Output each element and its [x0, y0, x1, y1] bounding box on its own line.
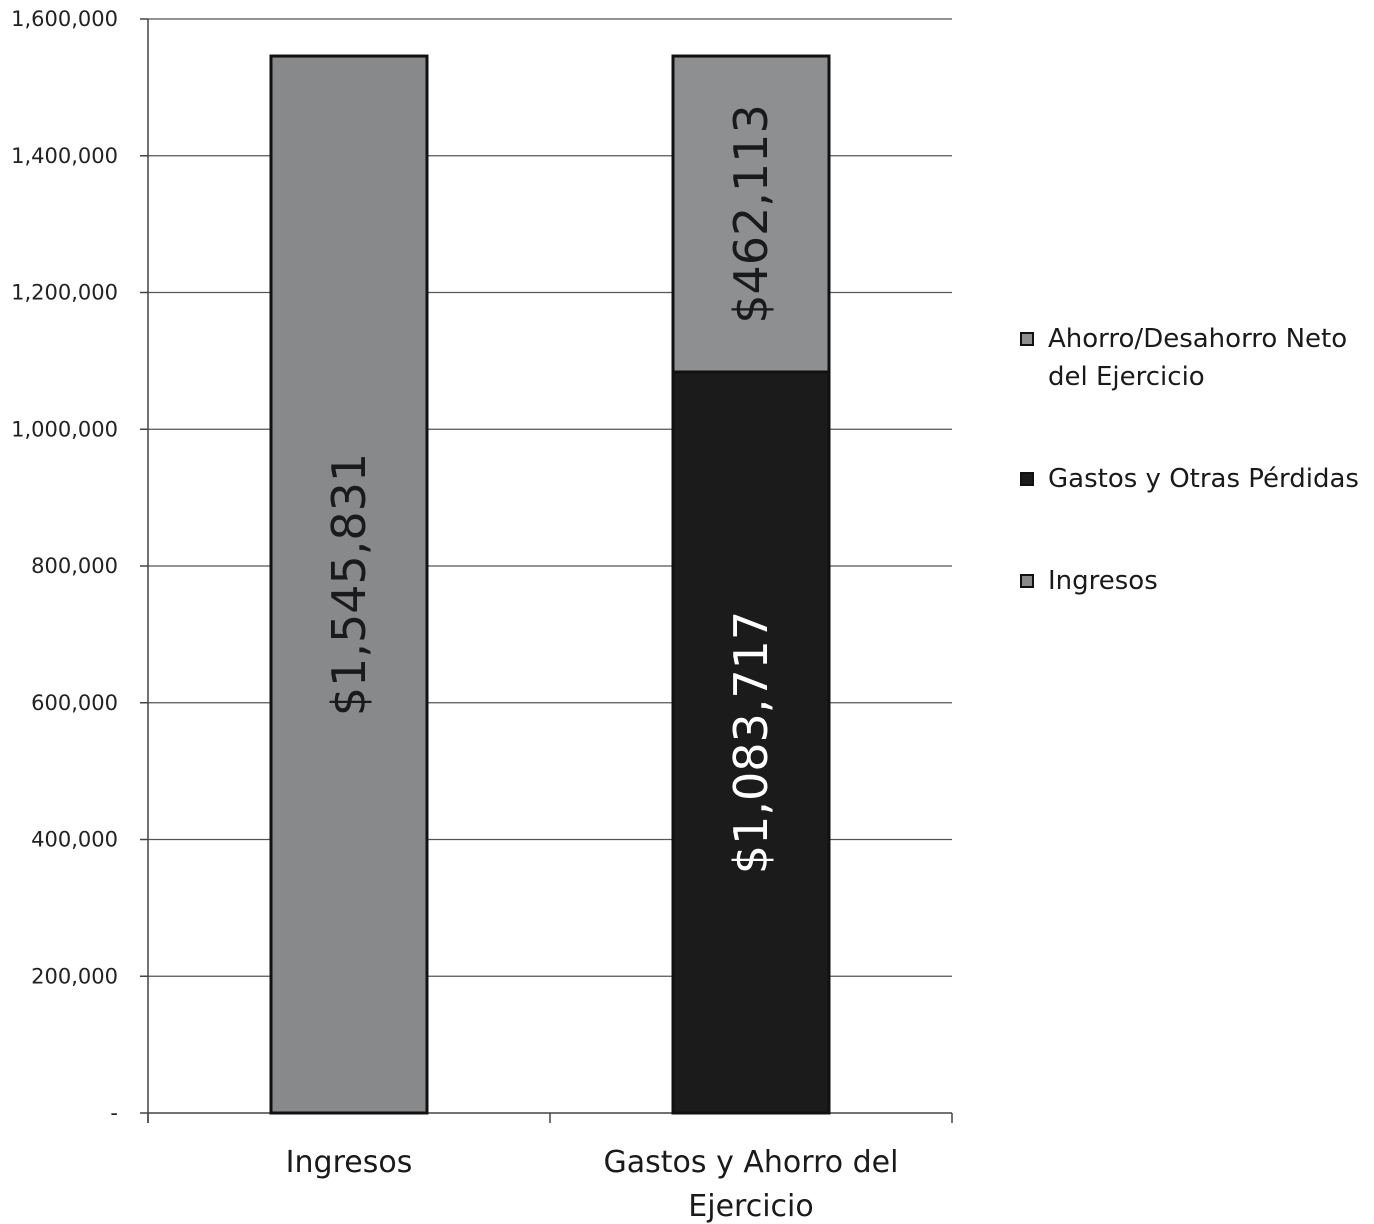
- legend-label: Ingresos: [1048, 566, 1158, 596]
- bar-segment: [269, 54, 429, 1115]
- legend-label: Gastos y Otras Pérdidas: [1048, 464, 1359, 494]
- y-tick-label: 1,200,000: [11, 281, 118, 305]
- y-tick-label: 1,000,000: [11, 417, 118, 441]
- legend-item: Gastos y Otras Pérdidas: [1020, 460, 1370, 498]
- x-tick-label: Ingresos: [286, 1145, 413, 1180]
- legend: Ahorro/Desahorro Neto del Ejercicio Gastos…: [1020, 320, 1370, 600]
- legend-swatch: [1020, 574, 1034, 588]
- y-tick-label: 800,000: [31, 554, 118, 578]
- legend-item: Ingresos: [1020, 562, 1370, 600]
- y-tick-label: 200,000: [31, 964, 118, 988]
- y-tick-label: 1,600,000: [11, 7, 118, 31]
- bar-data-label: $462,113: [724, 104, 778, 324]
- bar-segment: [671, 54, 831, 374]
- legend-label: Ahorro/Desahorro Neto: [1048, 324, 1348, 354]
- x-tick-label: Ejercicio: [688, 1189, 813, 1224]
- bar-segment: [671, 370, 831, 1115]
- y-tick-label: -: [110, 1101, 118, 1125]
- legend-item: Ahorro/Desahorro Neto del Ejercicio: [1020, 320, 1370, 396]
- y-tick-label: 1,400,000: [11, 144, 118, 168]
- bar-data-label: $1,545,831: [322, 453, 376, 716]
- legend-label: del Ejercicio: [1048, 362, 1205, 392]
- y-tick-label: 600,000: [31, 691, 118, 715]
- legend-swatch: [1020, 472, 1034, 486]
- x-tick-label: Gastos y Ahorro del: [604, 1145, 899, 1180]
- bar-data-label: $1,083,717: [724, 611, 778, 874]
- legend-swatch: [1020, 332, 1034, 346]
- y-tick-label: 400,000: [31, 828, 118, 852]
